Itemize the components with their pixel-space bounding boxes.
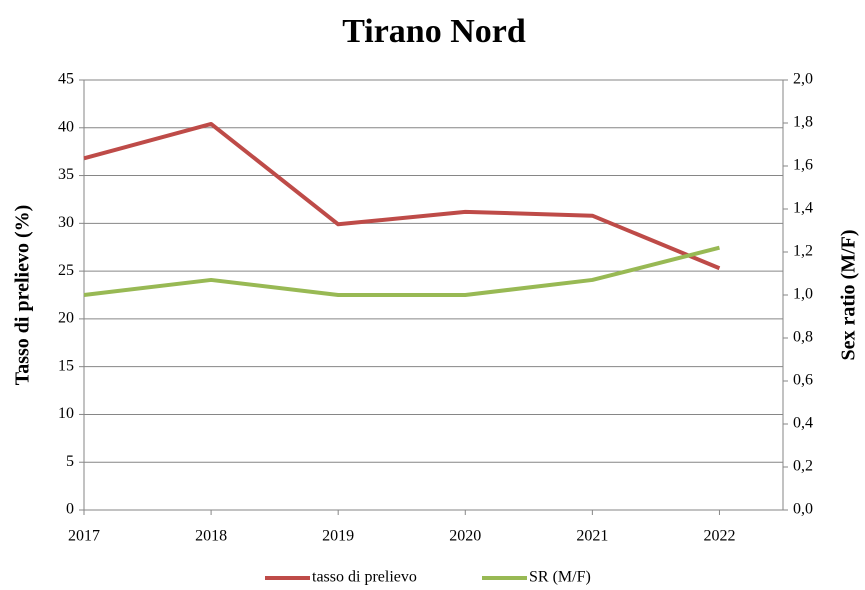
chart-title: Tirano Nord [342, 13, 526, 50]
y-tick-label: 20 [58, 310, 74, 327]
y2-tick-label: 1,6 [793, 157, 813, 174]
y2-tick-label: 0,4 [793, 415, 813, 432]
y-tick-label: 40 [58, 118, 74, 135]
y2-tick-label: 2,0 [793, 71, 813, 88]
y-tick-label: 10 [58, 405, 74, 422]
x-tick-label: 2018 [195, 528, 227, 545]
x-tick-label: 2020 [449, 528, 481, 545]
x-tick-label: 2021 [576, 528, 608, 545]
y2-tick-label: 1,0 [793, 286, 813, 303]
y2-tick-label: 0,6 [793, 372, 813, 389]
y-tick-label: 0 [66, 501, 74, 518]
y2-tick-label: 0,2 [793, 458, 813, 475]
y2-tick-label: 1,8 [793, 114, 813, 131]
y-tick-label: 35 [58, 166, 74, 183]
y2-tick-label: 1,4 [793, 200, 813, 217]
y-tick-label: 25 [58, 262, 74, 279]
x-tick-label: 2022 [703, 528, 735, 545]
y2-tick-label: 1,2 [793, 243, 813, 260]
y-tick-label: 15 [58, 357, 74, 374]
legend-label: tasso di prelievo [312, 569, 417, 586]
data-line [83, 121, 721, 271]
y-tick-label: 45 [58, 71, 74, 88]
data-line [83, 245, 720, 297]
y2-tick-label: 0,0 [793, 501, 813, 518]
y2-axis-title: Sex ratio (M/F) [838, 229, 860, 360]
x-tick-label: 2019 [322, 528, 354, 545]
legend-label: SR (M/F) [529, 569, 591, 586]
y-axis-title: Tasso di prelievo (%) [12, 205, 34, 386]
y2-tick-label: 0,8 [793, 329, 813, 346]
y-tick-label: 5 [66, 453, 74, 470]
x-tick-label: 2017 [68, 528, 100, 545]
y-tick-label: 30 [58, 214, 74, 231]
